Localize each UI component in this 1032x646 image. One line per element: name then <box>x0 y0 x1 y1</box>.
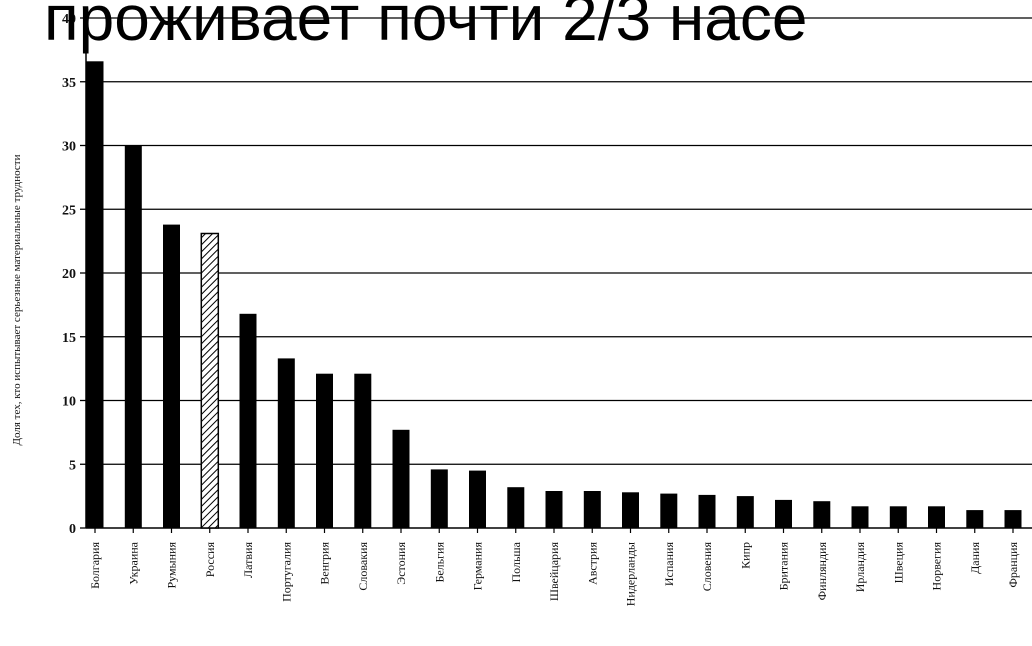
bar-Венгрия <box>316 373 333 528</box>
bar-Кипр <box>736 496 754 528</box>
bar-Португалия <box>277 358 295 528</box>
x-category-label: Ирландия <box>853 542 867 593</box>
bar-Россия <box>200 232 220 529</box>
y-tick-label: 10 <box>62 395 76 410</box>
x-category-label: Британия <box>777 542 791 591</box>
x-category-label: Дания <box>968 542 982 574</box>
bar-Бельгия <box>430 469 448 528</box>
x-category-label: Бельгия <box>432 542 446 583</box>
x-category-label: Португалия <box>279 542 293 602</box>
x-category-label: Франция <box>1006 542 1020 588</box>
y-axis-label: Доля тех, кто испытывает серьезные матер… <box>11 154 23 445</box>
x-category-label: Швеция <box>891 542 905 584</box>
bar-Испания <box>660 493 678 528</box>
x-category-label: Польша <box>509 541 523 582</box>
x-category-label: Румыния <box>165 542 179 589</box>
x-category-label: Испания <box>662 542 676 587</box>
y-tick-label: 30 <box>62 140 76 155</box>
x-category-label: Украина <box>126 541 140 584</box>
x-category-label: Швейцария <box>547 542 561 602</box>
bar-Франция <box>1004 510 1022 528</box>
y-tick-label: 15 <box>62 331 76 346</box>
y-tick-labels: 0 5 10 15 20 25 30 35 40 <box>62 12 76 537</box>
x-category-label: Словакия <box>356 542 370 591</box>
bar-Румыния <box>163 224 180 528</box>
y-tick-label: 20 <box>62 267 76 282</box>
x-category-label: Германия <box>471 542 485 591</box>
x-category-label: Эстония <box>394 542 408 585</box>
x-category-labels: Болгария Украина Румыния Россия Латвия Португ… <box>88 541 1020 606</box>
bar-Словения <box>698 494 716 528</box>
x-category-label: Россия <box>203 542 217 578</box>
bar-Норвегия <box>928 506 945 528</box>
y-tick-label: 35 <box>62 76 76 91</box>
gridlines <box>86 17 1032 465</box>
x-category-label: Австрия <box>585 542 599 585</box>
x-category-label: Финляндия <box>815 542 829 601</box>
y-tick-label: 5 <box>69 458 76 473</box>
y-tick-label: 0 <box>69 522 76 537</box>
bar-Украина <box>124 145 142 528</box>
bar-Словакия <box>354 373 372 528</box>
y-tick-label: 25 <box>62 203 76 218</box>
x-category-label: Кипр <box>738 542 752 569</box>
y-tick-label: 40 <box>62 12 76 27</box>
bar-Швеция <box>889 506 907 528</box>
bars <box>86 61 1022 529</box>
bar-Швейцария <box>545 491 563 528</box>
bar-Латвия <box>239 313 257 528</box>
x-category-label: Венгрия <box>318 542 332 585</box>
bar-Австрия <box>583 491 601 528</box>
bar-Нидерланды <box>622 492 639 528</box>
x-category-label: Нидерланды <box>624 542 638 606</box>
bar-Дания <box>966 510 984 528</box>
bar-Болгария <box>86 61 104 529</box>
bar-Германия <box>469 470 486 528</box>
x-category-label: Болгария <box>88 542 102 589</box>
x-category-label: Словения <box>700 542 714 592</box>
bar-Финляндия <box>813 501 831 528</box>
bar-Эстония <box>392 429 410 528</box>
axes <box>80 17 1032 533</box>
x-category-label: Латвия <box>241 542 255 578</box>
bar-Британия <box>775 499 792 528</box>
bar-Польша <box>507 487 525 528</box>
x-category-label: Норвегия <box>930 542 944 591</box>
bar-Ирландия <box>851 506 869 528</box>
overlay-title-text: проживает почти 2/3 насе <box>44 0 807 54</box>
